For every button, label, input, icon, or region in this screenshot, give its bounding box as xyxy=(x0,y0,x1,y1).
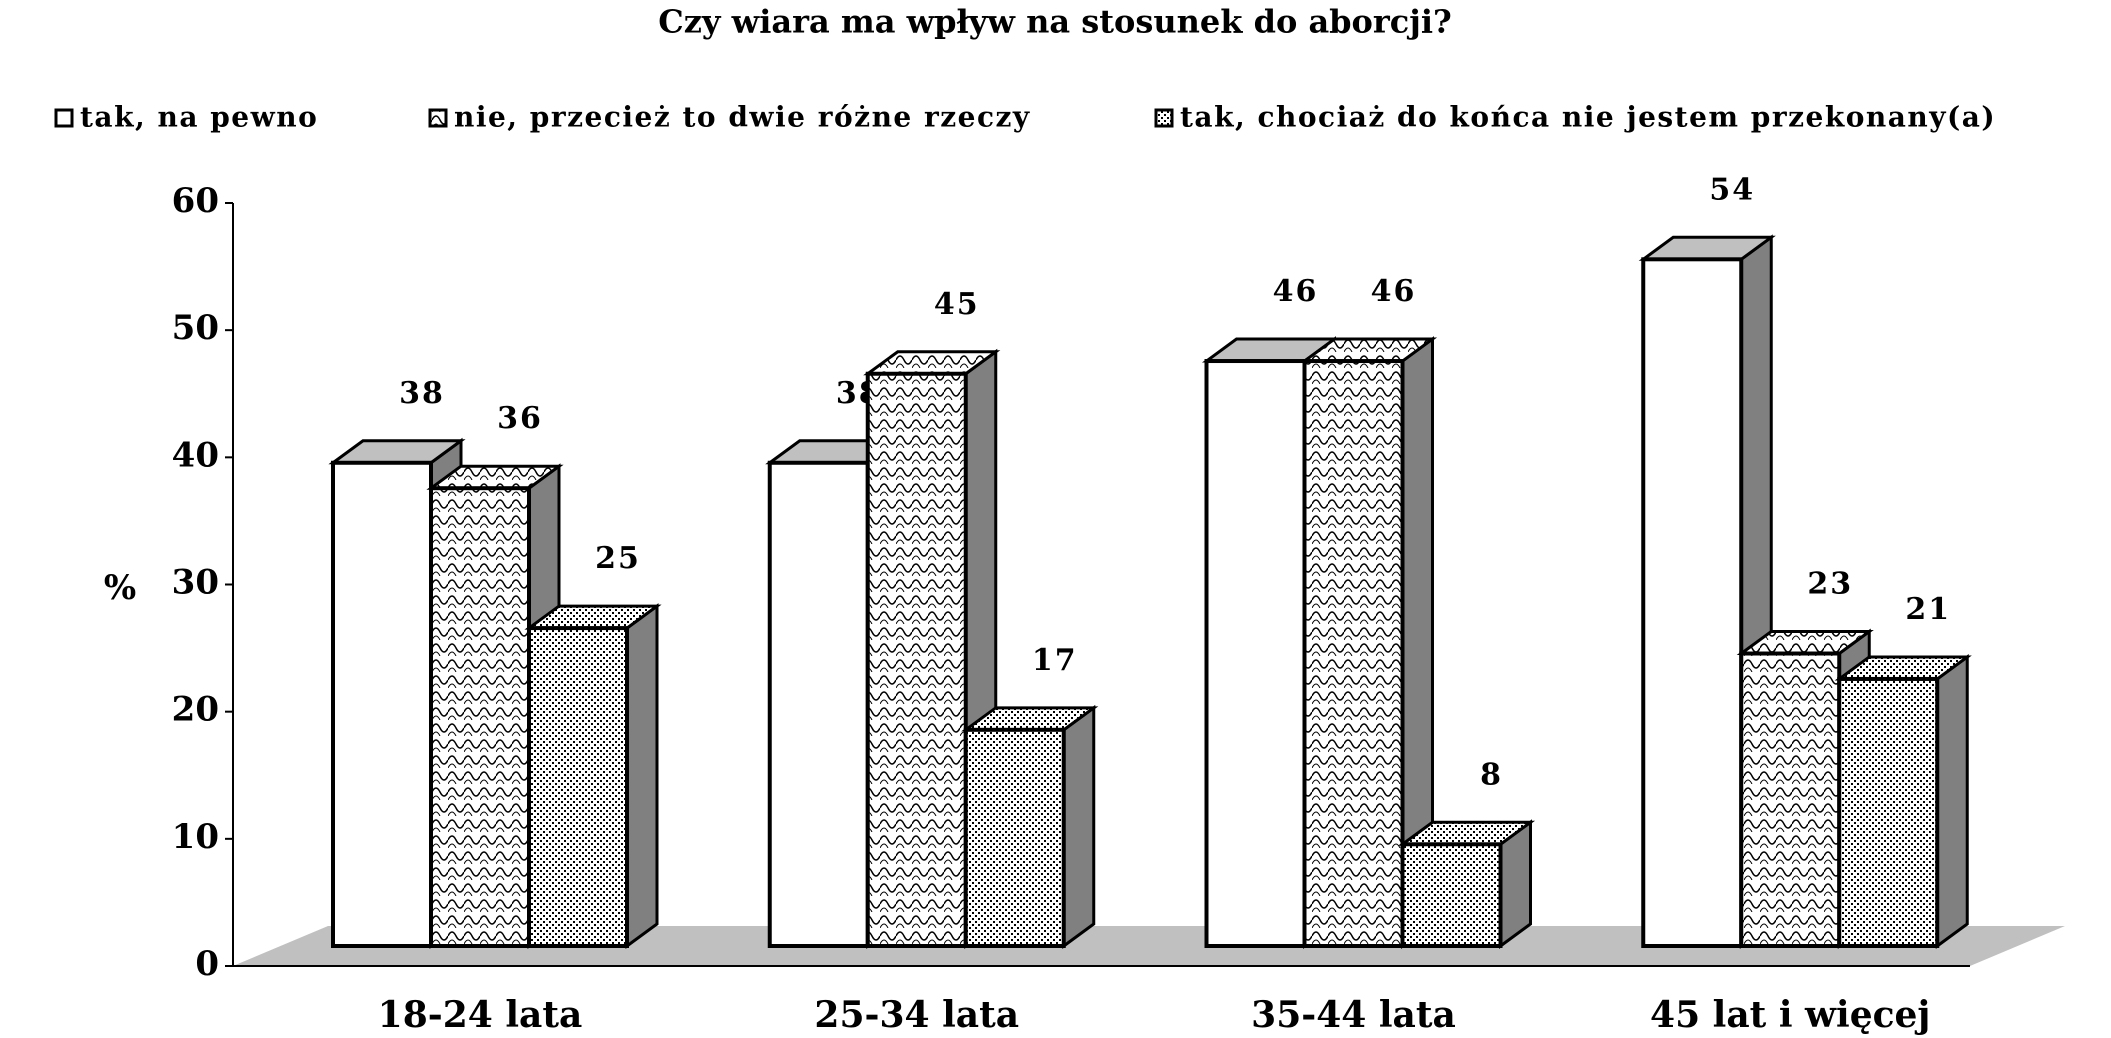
x-tick-label: 25-34 lata xyxy=(814,994,1019,1036)
bar xyxy=(1400,842,1503,948)
bar xyxy=(1204,359,1307,948)
value-label: 46 xyxy=(1371,274,1417,309)
value-label: 46 xyxy=(1273,274,1319,309)
value-label: 25 xyxy=(595,541,641,576)
y-axis-label: % xyxy=(104,568,136,608)
bar-side xyxy=(625,603,659,949)
legend-label: nie, przecież to dwie różne rzeczy xyxy=(454,101,1031,134)
bar xyxy=(1837,676,1940,948)
bar xyxy=(1302,359,1405,948)
legend-label: tak, na pewno xyxy=(80,101,318,134)
bar xyxy=(963,727,1066,948)
value-label: 54 xyxy=(1709,172,1755,207)
plot-area: 0 10 20 30 40 50 60 18-24 lata 38 36 25 25-34 lata 3… xyxy=(172,172,2065,1036)
bar xyxy=(1641,257,1744,948)
value-label: 36 xyxy=(497,401,543,436)
bar-group xyxy=(1299,336,1438,949)
y-tick-label: 40 xyxy=(172,435,219,475)
bar xyxy=(1739,651,1842,948)
legend-label: tak, chociaż do końca nie jestem przekon… xyxy=(1180,101,1996,134)
bar xyxy=(527,626,629,948)
y-tick-label: 10 xyxy=(172,817,219,857)
value-label: 17 xyxy=(1032,643,1078,678)
x-tick-label: 18-24 lata xyxy=(378,994,583,1036)
legend-swatch xyxy=(54,108,74,128)
y-tick-label: 50 xyxy=(172,308,219,348)
legend-swatch xyxy=(1154,108,1174,128)
bar-side xyxy=(1935,653,1969,949)
bar xyxy=(429,486,531,948)
value-label: 8 xyxy=(1480,757,1503,792)
bar-group xyxy=(1834,653,1972,949)
value-label: 45 xyxy=(934,287,980,322)
bar-group xyxy=(1397,819,1536,949)
bar-side xyxy=(1062,704,1096,949)
value-label: 23 xyxy=(1807,567,1853,602)
chart-title: Czy wiara ma wpływ na stosunek do aborcj… xyxy=(658,3,1451,41)
bar-group xyxy=(524,603,662,949)
value-label: 21 xyxy=(1905,592,1951,627)
y-tick-label: 0 xyxy=(195,944,219,984)
x-tick-label: 35-44 lata xyxy=(1251,994,1456,1036)
bar-group xyxy=(961,704,1099,949)
bar xyxy=(865,371,968,948)
y-tick-label: 30 xyxy=(172,563,219,603)
x-tick-label: 45 lat i więcej xyxy=(1650,994,1930,1036)
bar xyxy=(767,460,870,948)
floor xyxy=(233,926,2065,966)
bar xyxy=(331,460,433,948)
y-tick-label: 20 xyxy=(172,690,219,730)
value-label: 38 xyxy=(399,376,445,411)
legend-swatch xyxy=(428,108,448,128)
legend: tak, na pewno nie, przecież to dwie różne… xyxy=(54,101,1996,134)
y-tick-label: 60 xyxy=(172,181,219,221)
